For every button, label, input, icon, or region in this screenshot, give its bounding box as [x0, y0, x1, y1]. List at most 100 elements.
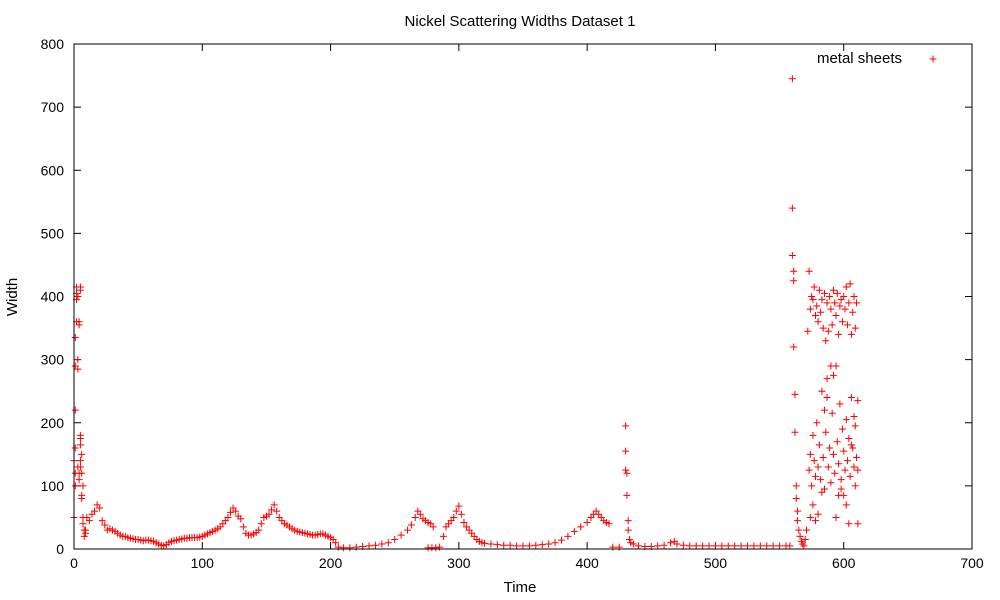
data-point	[76, 463, 84, 471]
data-point	[378, 540, 386, 548]
data-point	[615, 543, 623, 551]
data-point	[257, 520, 265, 528]
y-axis-title: Width	[4, 278, 21, 316]
data-point	[391, 536, 399, 544]
data-point	[763, 542, 771, 550]
data-point	[794, 517, 802, 525]
x-tick-label: 300	[447, 555, 471, 571]
data-point	[605, 520, 613, 528]
data-point	[836, 400, 844, 408]
data-point	[804, 327, 812, 335]
data-point	[831, 299, 839, 307]
data-point	[332, 539, 340, 547]
data-point	[790, 343, 798, 351]
data-point	[815, 441, 823, 449]
data-point	[71, 444, 79, 452]
data-point	[840, 447, 848, 455]
data-point	[837, 485, 845, 493]
data-point	[432, 544, 440, 552]
data-point	[854, 397, 862, 405]
data-point	[806, 450, 814, 458]
data-point	[96, 504, 104, 512]
data-point	[557, 536, 565, 544]
data-point	[827, 362, 835, 370]
data-point	[232, 507, 240, 515]
data-point	[75, 476, 83, 484]
data-point	[846, 472, 854, 480]
data-point	[74, 365, 82, 373]
data-point	[847, 330, 855, 338]
data-point	[699, 542, 707, 550]
data-point	[268, 506, 276, 514]
data-point	[411, 513, 419, 521]
data-point	[622, 447, 630, 455]
y-tick-label: 500	[41, 225, 65, 241]
y-tick-label: 200	[41, 415, 65, 431]
data-point	[788, 251, 796, 259]
data-point	[829, 371, 837, 379]
data-point	[692, 542, 700, 550]
data-point	[71, 334, 79, 342]
data-point	[823, 299, 831, 307]
data-point	[833, 438, 841, 446]
data-point	[819, 324, 827, 332]
x-tick-label: 100	[191, 555, 215, 571]
data-point	[795, 526, 803, 534]
data-point	[731, 542, 739, 550]
data-point	[796, 532, 804, 540]
data-point	[429, 523, 437, 531]
chart-title: Nickel Scattering Widths Dataset 1	[405, 13, 636, 30]
data-point	[854, 466, 862, 474]
data-point	[79, 520, 87, 528]
data-point	[227, 508, 235, 516]
data-point	[455, 502, 463, 510]
data-point	[667, 539, 675, 547]
data-point	[75, 318, 83, 326]
data-point	[756, 542, 764, 550]
data-point	[76, 283, 84, 291]
data-point	[538, 541, 546, 549]
data-point	[513, 542, 521, 550]
data-point	[737, 542, 745, 550]
data-point	[838, 425, 846, 433]
data-point	[625, 536, 633, 544]
data-point	[790, 277, 798, 285]
data-point	[847, 394, 855, 401]
data-point	[384, 539, 392, 547]
data-point	[813, 302, 821, 310]
data-point	[819, 453, 827, 461]
data-point	[265, 510, 273, 518]
data-point	[845, 299, 853, 307]
data-point	[270, 501, 278, 509]
x-tick-label: 700	[960, 555, 984, 571]
x-tick-label: 200	[319, 555, 343, 571]
data-point	[776, 542, 784, 550]
data-point	[853, 453, 861, 461]
legend-marker-plus	[929, 55, 937, 63]
data-point	[835, 330, 843, 338]
data-point	[237, 515, 245, 523]
data-point	[564, 532, 572, 540]
data-point	[487, 540, 495, 548]
data-point	[809, 431, 817, 439]
data-point	[850, 293, 858, 300]
data-point	[78, 469, 86, 477]
data-point	[570, 527, 578, 535]
data-point	[79, 482, 87, 490]
axis-ticks: 0 100 200 300 400 500 600 700 0 100 200 300 400 500 60…	[41, 36, 984, 571]
data-point	[91, 507, 99, 515]
data-point	[818, 387, 826, 395]
data-point	[845, 520, 853, 528]
data-points	[70, 75, 862, 552]
x-tick-label: 0	[70, 555, 78, 571]
data-point	[525, 542, 533, 550]
data-point	[788, 204, 796, 212]
data-point	[817, 476, 825, 484]
data-point	[803, 526, 811, 534]
data-point	[609, 543, 617, 551]
data-point	[849, 444, 857, 452]
data-point	[788, 75, 796, 83]
y-tick-label: 700	[41, 99, 65, 115]
x-tick-label: 400	[575, 555, 599, 571]
data-point	[654, 542, 662, 550]
